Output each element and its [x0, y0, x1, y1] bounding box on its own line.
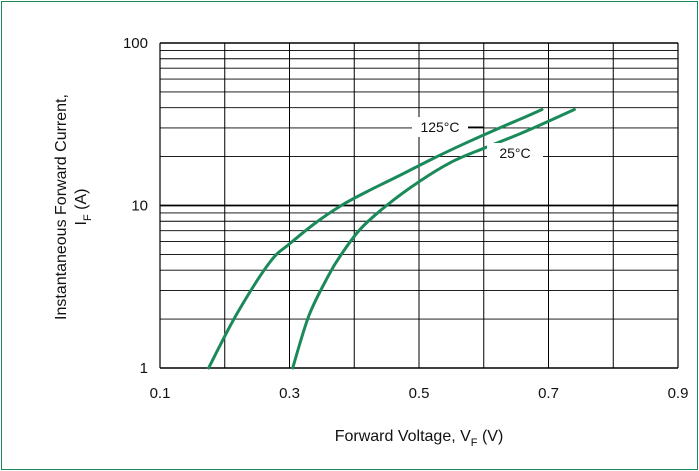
x-axis-title-unit: (V)	[478, 428, 504, 445]
x-tick-label: 0.1	[150, 385, 171, 402]
y-axis-title-unit: (A)	[73, 189, 90, 215]
series-line-1	[291, 108, 576, 370]
curves	[207, 108, 576, 370]
x-axis-title: Forward Voltage, VF (V)	[335, 428, 504, 449]
y-axis-title: Instantaneous Forward Current, IF (A)	[53, 94, 94, 320]
grid	[159, 42, 679, 369]
x-axis-title-sub: F	[471, 437, 478, 449]
x-tick-label: 0.7	[538, 385, 559, 402]
y-tick-label: 100	[123, 35, 148, 52]
y-axis-title-main: I	[73, 221, 90, 225]
series-label-0: 125°C	[420, 119, 459, 135]
y-tick-label: 1	[140, 360, 148, 377]
annotation-bg-0	[412, 117, 468, 137]
series-label-1: 25°C	[499, 145, 530, 161]
y-axis-title-sub: F	[82, 214, 94, 221]
x-tick-label: 0.3	[279, 385, 300, 402]
tick-labels: 0.1 0.3 0.5 0.7 0.9 1 10 100	[123, 35, 688, 402]
x-tick-label: 0.9	[668, 385, 689, 402]
x-tick-label: 0.5	[409, 385, 430, 402]
y-tick-label: 10	[131, 198, 148, 215]
annotations: 125°C 25°C	[412, 117, 543, 163]
annotation-bg-1	[487, 143, 543, 163]
x-axis-title-main: Forward Voltage, V	[335, 428, 471, 445]
y-axis-title-line1: Instantaneous Forward Current,	[53, 94, 70, 320]
series-line-0	[207, 108, 544, 370]
y-axis-title-line2: IF (A)	[73, 189, 94, 226]
